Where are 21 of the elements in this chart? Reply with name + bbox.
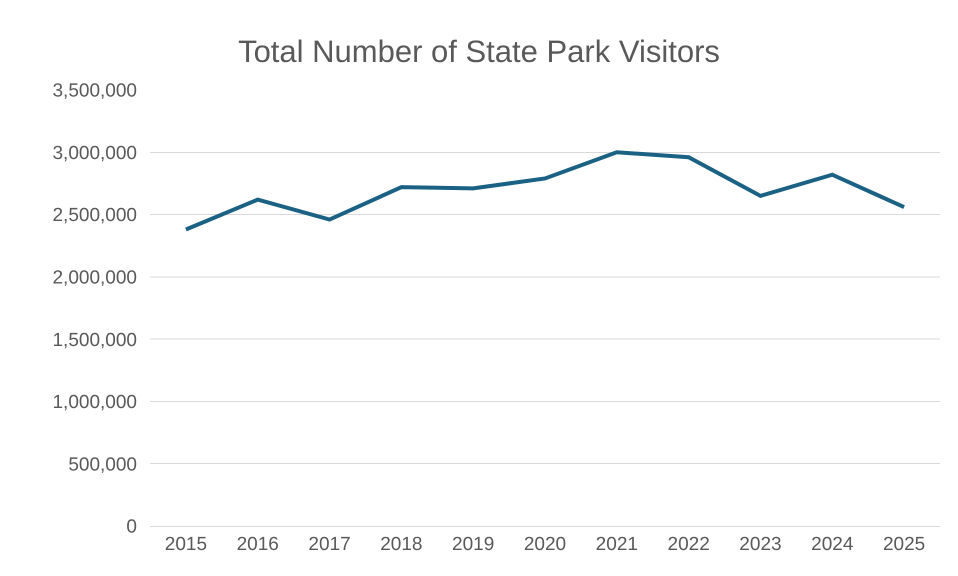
x-tick-label: 2016	[236, 534, 279, 555]
line-series	[184, 150, 906, 232]
y-tick-label: 2,000,000	[52, 268, 137, 289]
x-tick-label: 2019	[452, 534, 494, 555]
y-tick-label: 0	[126, 516, 137, 538]
y-tick-label: 3,500,000	[52, 80, 137, 102]
x-tick-label: 2020	[524, 534, 566, 555]
y-tick-label: 3,000,000	[52, 142, 137, 164]
chart-title: Total Number of State Park Visitors	[238, 34, 720, 70]
y-tick-label: 2,500,000	[52, 205, 137, 226]
x-tick-label: 2021	[596, 534, 638, 555]
x-tick-label: 2015	[164, 534, 208, 555]
y-tick-label: 1,000,000	[52, 392, 137, 414]
x-tick-label: 2022	[668, 534, 710, 555]
y-tick-label: 500,000	[68, 454, 137, 476]
x-tick-label: 2025	[882, 534, 926, 555]
x-tick-label: 2018	[380, 534, 422, 555]
y-tick-label: 1,500,000	[52, 330, 137, 351]
x-tick-label: 2023	[739, 534, 782, 555]
x-tick-label: 2017	[308, 534, 351, 555]
x-tick-label: 2024	[811, 534, 854, 555]
